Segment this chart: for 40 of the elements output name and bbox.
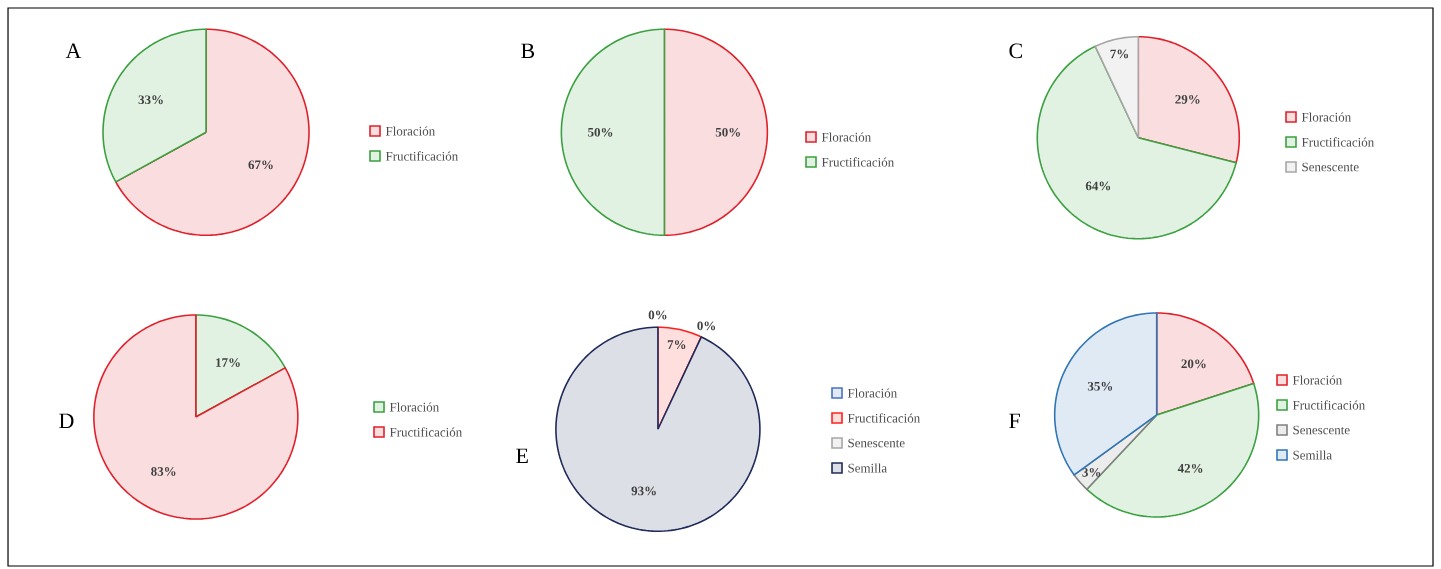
text: F [1009,413,1020,428]
legend-label: Floración [389,402,439,412]
data-label: 29% [1175,94,1200,104]
text: 0% [697,321,716,331]
text: 0% [648,310,667,320]
legend-label: Senescente [1293,425,1350,435]
data-label: 3% [1082,467,1101,477]
legend-label: Fructificación [385,151,458,161]
text: A [65,43,82,58]
data-label: 93% [631,486,656,496]
data-label: 35% [1087,381,1113,391]
data-label: 20% [1181,359,1206,369]
chart-title: C [1009,43,1022,59]
legend-label: Senescente [1302,162,1359,172]
data-label: 7% [1110,49,1129,59]
legend-label: Fructificación [389,427,462,437]
legend-label: Fructificación [1301,137,1374,147]
legend-label: Floración [1301,112,1351,122]
text: D [59,413,74,429]
text: B [521,43,535,59]
legend-label: Fructificación [821,157,894,167]
text: E [516,448,528,463]
data-label: 83% [151,467,176,476]
data-label: 42% [1177,463,1203,473]
data-label: 33% [138,95,163,105]
legend-label: Fructificación [847,413,920,423]
data-label: 17% [216,358,240,367]
legend-label: Semilla [1293,450,1332,460]
data-label: 67% [248,160,273,170]
data-label: 50% [588,127,613,137]
data-label: 7% [667,340,686,350]
legend-label: Senescente [848,438,905,448]
data-label: 64% [1085,181,1111,191]
legend-label: Floración [847,388,897,398]
data-label: 50% [715,127,740,137]
legend-label: Floración [821,132,871,142]
legend-label: Floración [1292,375,1342,385]
legend-label: Floración [385,126,435,136]
legend-label: Semilla [848,463,887,473]
legend-label: Fructificación [1292,400,1365,410]
